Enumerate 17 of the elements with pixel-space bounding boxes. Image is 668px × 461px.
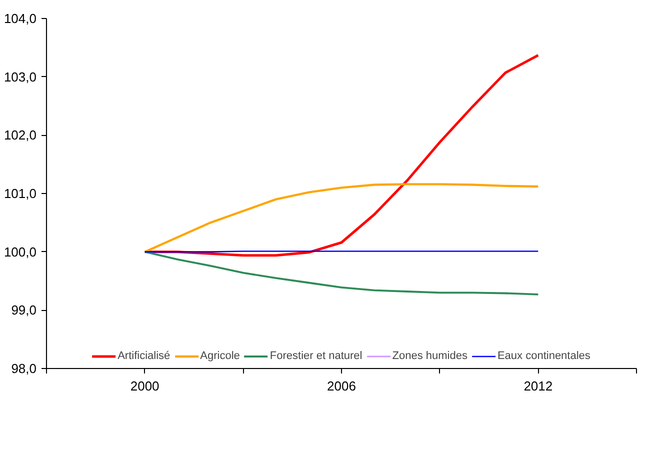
x-tick-label: 2000 (130, 378, 160, 394)
legend-label: Agricole (200, 350, 240, 362)
y-tick-label: 100,0 (4, 244, 37, 260)
line-series (144, 250, 540, 296)
y-tick-label: 101,0 (4, 186, 37, 201)
y-tick-label: 102,0 (4, 128, 37, 143)
y-tick-label: 103,0 (4, 69, 37, 84)
legend-label: Zones humides (392, 350, 468, 362)
line-series (144, 183, 540, 253)
legend-label: Forestier et naturel (270, 350, 362, 362)
legend-label: Eaux continentales (497, 350, 590, 362)
x-tick-label: 2012 (524, 378, 553, 394)
legend-label: Artificialisé (118, 350, 170, 362)
x-tick-label: 2006 (327, 378, 356, 394)
y-tick-label: 104,0 (4, 11, 37, 26)
y-tick-label: 99,0 (11, 302, 37, 318)
y-tick-label: 98,0 (11, 361, 37, 376)
